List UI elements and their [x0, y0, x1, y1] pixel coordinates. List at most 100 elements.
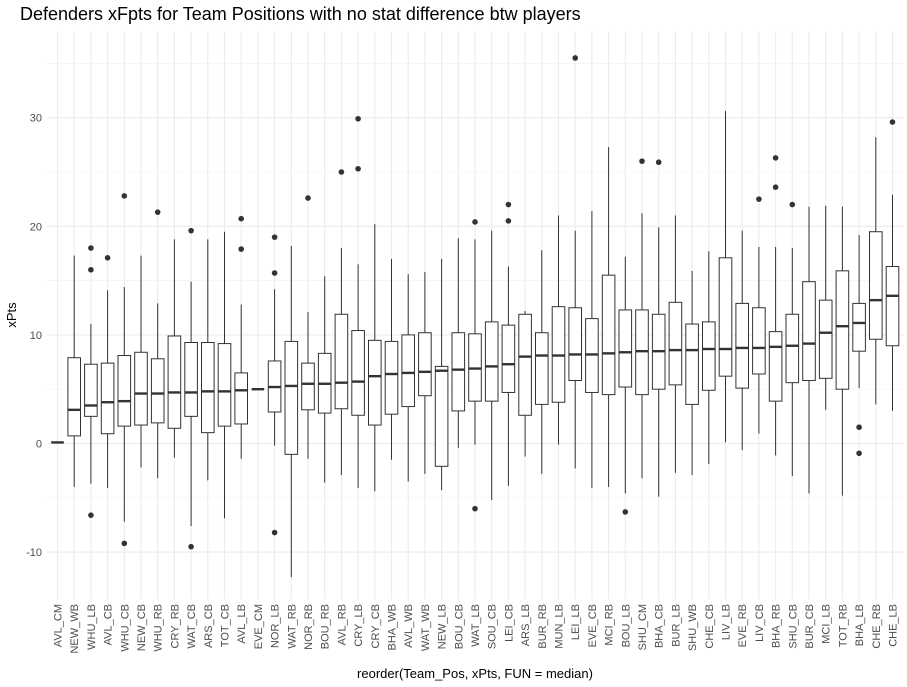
box-bha-cb	[651, 159, 666, 497]
iqr-box	[852, 302, 866, 352]
box-shu-cb	[785, 201, 800, 477]
box-che-cb	[702, 251, 716, 465]
x-tick-label: SOU_CB	[487, 604, 499, 649]
y-tick-label: 10	[30, 330, 42, 342]
box-liv-cb	[752, 196, 766, 434]
iqr-box	[117, 355, 132, 427]
iqr-box	[835, 270, 850, 390]
x-tick-label: EVE_CB	[587, 604, 599, 647]
box-new-cb	[134, 255, 148, 468]
box-eve-cb	[585, 211, 599, 489]
outlier-point	[856, 424, 862, 431]
box-bur-lb	[668, 215, 683, 473]
x-tick-label: ARS_LB	[520, 604, 532, 646]
x-tick-label: CRY_CB	[370, 604, 382, 648]
box-bha-rb	[768, 155, 783, 456]
iqr-box	[418, 332, 432, 397]
iqr-box	[735, 302, 750, 389]
x-tick-label: AVL_LB	[236, 604, 248, 644]
x-tick-label: CHE_LB	[888, 604, 900, 647]
x-tick-label: SHU_CM	[637, 604, 649, 650]
box-wat-rb	[284, 245, 299, 578]
box-bou-lb	[618, 256, 633, 515]
outlier-point	[88, 245, 94, 251]
iqr-box	[785, 313, 800, 384]
iqr-box	[284, 340, 299, 455]
y-tick-label: 30	[30, 113, 42, 125]
outlier-point	[472, 505, 478, 512]
iqr-box	[501, 324, 516, 393]
x-tick-label: MCI_RB	[604, 604, 616, 646]
box-whu-lb	[84, 245, 98, 518]
outlier-point	[355, 115, 361, 122]
box-cry-lb	[351, 115, 365, 489]
x-tick-label: BHA_RB	[771, 604, 783, 648]
box-avl-rb	[334, 169, 349, 475]
outlier-point	[305, 195, 311, 201]
iqr-box	[702, 321, 716, 391]
iqr-box	[167, 335, 182, 429]
x-tick-label: CHE_CB	[704, 604, 716, 649]
x-tick-label: MUN_LB	[554, 604, 566, 649]
iqr-box	[334, 313, 349, 410]
iqr-box	[802, 281, 816, 382]
box-bha-wb	[384, 258, 399, 460]
iqr-box	[768, 331, 783, 402]
outlier-point	[88, 266, 94, 273]
box-nor-rb	[301, 195, 315, 459]
box-avl-wb	[401, 274, 415, 482]
x-tick-label: NEW_CB	[136, 604, 148, 651]
x-tick-label: WHU_LB	[86, 604, 98, 650]
x-tick-label: AVL_RB	[336, 604, 348, 645]
outlier-point	[756, 196, 762, 202]
x-tick-label: CRY_LB	[353, 604, 365, 647]
iqr-box	[150, 358, 165, 424]
iqr-box	[568, 307, 583, 382]
x-axis-ticks: AVL_CM NEW_WB WHU_LB AVL_CB WHU_CB NEW_CB WHU_…	[53, 604, 900, 654]
iqr-box	[434, 365, 449, 467]
x-tick-label: LIV_CB	[754, 604, 766, 642]
iqr-box	[685, 323, 699, 405]
x-tick-label: WAT_LB	[470, 604, 482, 647]
x-tick-label: LEI_CB	[503, 604, 515, 642]
x-tick-label: BHA_LB	[854, 604, 866, 646]
box-new-wb	[67, 255, 82, 487]
box-mci-lb	[818, 205, 833, 410]
x-tick-label: LIV_LB	[721, 604, 733, 640]
x-tick-label: AVL_CM	[53, 604, 65, 647]
x-tick-label: NOR_RB	[303, 604, 315, 650]
iqr-box	[401, 334, 415, 408]
iqr-box	[484, 321, 499, 402]
outlier-point	[772, 155, 779, 161]
iqr-box	[351, 330, 365, 416]
chart-title: Defenders xFpts for Team Positions with …	[20, 4, 581, 24]
iqr-box	[217, 343, 232, 427]
box-bur-rb	[535, 250, 549, 474]
x-axis-title: reorder(Team_Pos, xPts, FUN = median)	[357, 666, 593, 681]
outlier-point	[188, 227, 194, 234]
iqr-box	[201, 342, 215, 434]
box-bur-cb	[802, 206, 816, 494]
y-tick-label: -10	[26, 547, 42, 559]
outlier-point	[622, 509, 629, 515]
x-tick-label: AVL_CB	[103, 604, 115, 645]
box-new-lb	[434, 258, 449, 491]
box-nor-lb	[267, 234, 282, 536]
outlier-point	[121, 193, 128, 199]
x-tick-label: LEI_LB	[570, 604, 582, 640]
outlier-point	[104, 254, 111, 261]
x-tick-label: TOT_RB	[837, 604, 849, 647]
iqr-box	[618, 309, 633, 388]
x-tick-label: WHU_RB	[153, 604, 165, 652]
outlier-point	[238, 215, 244, 222]
x-tick-label: BOU_RB	[320, 604, 332, 649]
box-liv-lb	[718, 111, 733, 443]
box-whu-cb	[117, 193, 132, 547]
iqr-box	[518, 313, 532, 416]
outlier-point	[271, 270, 278, 276]
box-che-rb	[869, 137, 883, 405]
box-wat-wb	[418, 271, 432, 474]
iqr-box	[184, 342, 198, 417]
x-tick-label: TOT_CB	[220, 604, 232, 647]
x-tick-label: NEW_WB	[69, 604, 81, 654]
